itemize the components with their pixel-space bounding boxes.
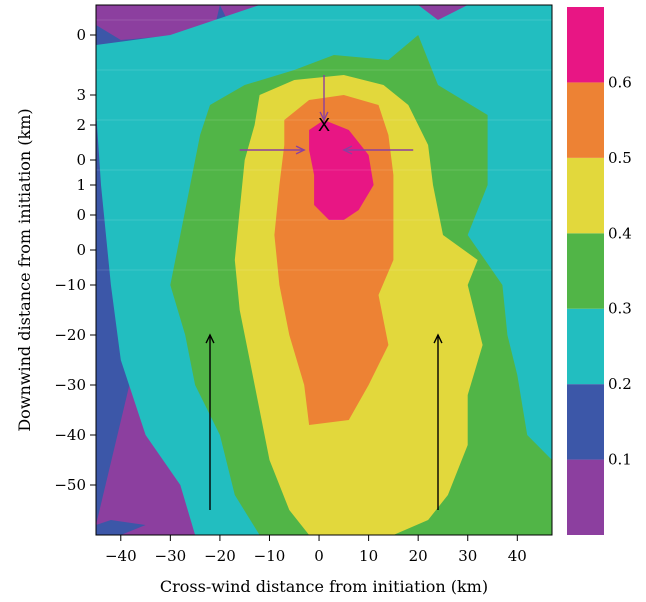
colorbar-swatch-5	[567, 82, 604, 158]
x-axis-title: Cross-wind distance from initiation (km)	[160, 577, 488, 596]
y-tick-label: −50	[54, 476, 86, 494]
x-tick-label: 10	[359, 547, 378, 565]
colorbar-tick-label: 0.1	[608, 451, 632, 469]
x-tick-label: −30	[155, 547, 187, 565]
x-tick-label: 20	[409, 547, 428, 565]
arrow-head-1	[433, 333, 443, 344]
arrow-head-0	[205, 333, 215, 344]
x-axis: −40 −30 −20 −10 0 10 20 30 40	[105, 535, 527, 565]
colorbar-tick-label: 0.5	[608, 149, 632, 167]
arrow-head-2	[319, 111, 329, 122]
arrow-head-3	[295, 145, 306, 155]
colorbar-tick-label: 0.4	[608, 224, 632, 242]
colorbar-swatch-1	[567, 384, 604, 460]
colorbar-swatch-6	[567, 7, 604, 83]
x-tick-label: −10	[254, 547, 286, 565]
y-tick-label: 2	[76, 116, 86, 134]
y-tick-label: 0	[76, 151, 86, 169]
y-tick-label: 0	[76, 241, 86, 259]
y-tick-label: −20	[54, 326, 86, 344]
contour-band-0-6	[309, 120, 374, 220]
annotations	[205, 75, 443, 510]
colorbar-tick-label: 0.2	[608, 375, 632, 393]
y-axis-title: Downwind distance from initiation (km)	[15, 108, 34, 431]
y-tick-label: 0	[76, 206, 86, 224]
x-tick-label: 0	[314, 547, 324, 565]
colorbar-swatch-2	[567, 308, 604, 385]
y-tick-label: 0	[76, 26, 86, 44]
arrow-head-4	[342, 145, 353, 155]
y-tick-label: −30	[54, 376, 86, 394]
x-tick-label: 40	[508, 547, 527, 565]
plot-frame	[95, 4, 553, 536]
y-tick-label: 1	[76, 176, 86, 194]
y-tick-label: −40	[54, 426, 86, 444]
colorbar-tick-label: 0.6	[608, 73, 632, 91]
colorbar-swatch-0	[567, 459, 604, 535]
colorbar-swatch-4	[567, 157, 604, 234]
colorbar-tick-label: 0.3	[608, 300, 632, 318]
y-tick-label: −10	[54, 276, 86, 294]
y-axis: −50 −40 −30 −20 −10 0 0 1 0 2 3 0	[54, 26, 96, 494]
x-tick-label: −40	[105, 547, 137, 565]
peak-marker: X	[318, 115, 330, 136]
colorbar: 0.1 0.2 0.3 0.4 0.5 0.6	[567, 7, 632, 535]
y-tick-label: 3	[76, 86, 86, 104]
colorbar-swatch-3	[567, 233, 604, 309]
x-tick-label: −20	[204, 547, 236, 565]
x-tick-label: 30	[458, 547, 477, 565]
